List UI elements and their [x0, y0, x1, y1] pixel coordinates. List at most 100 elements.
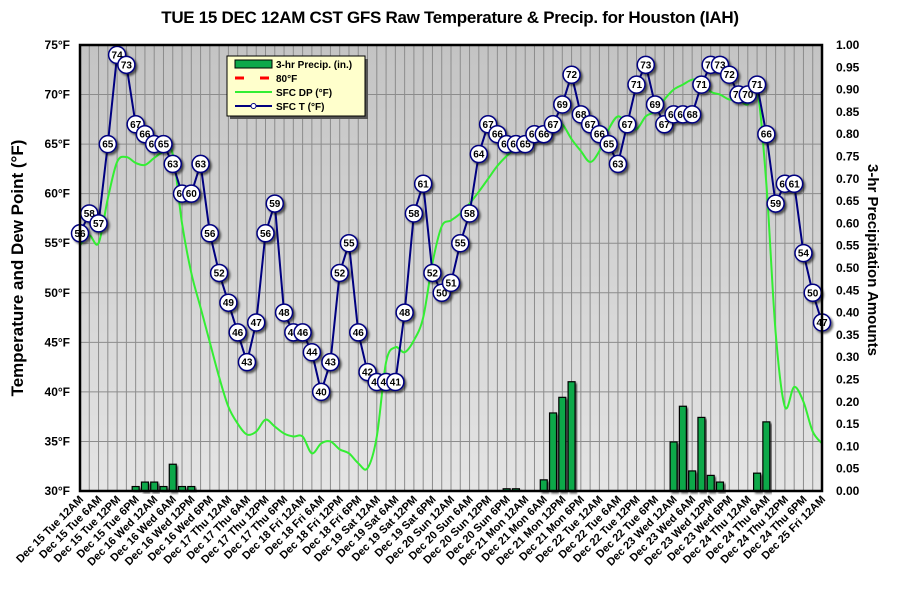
y2-tick-label: 0.10 — [836, 439, 860, 453]
temperature-marker — [423, 263, 442, 283]
temperature-data-label: 66 — [139, 130, 151, 141]
temperature-point: 43 — [237, 352, 257, 372]
temperature-data-label: 49 — [223, 298, 235, 309]
temperature-marker — [237, 352, 257, 372]
temperature-marker — [182, 184, 201, 203]
y2-tick-label: 0.80 — [836, 127, 860, 141]
temperature-data-label: 58 — [464, 209, 476, 220]
temperature-point: 58 — [460, 204, 479, 223]
temperature-point: 57 — [89, 214, 108, 233]
temperature-data-label: 67 — [130, 120, 142, 131]
temperature-point: 46 — [349, 323, 368, 342]
temperature-marker — [784, 174, 804, 194]
temperature-data-label: 71 — [752, 80, 764, 91]
vertical-gridlines — [88, 45, 814, 491]
temperature-point: 52 — [423, 263, 442, 283]
temperature-point: 49 — [219, 293, 238, 312]
temperature-data-label: 40 — [316, 387, 328, 398]
temperature-marker — [265, 194, 285, 213]
temperature-point: 68 — [682, 105, 702, 124]
temperature-point: 59 — [265, 194, 285, 213]
temperature-marker — [599, 134, 618, 154]
y2-tick-label: 0.30 — [836, 350, 860, 364]
temperature-point: 56 — [200, 224, 220, 243]
y-axis-right-label: 3-hr Precipitation Amounts — [864, 164, 881, 356]
temperature-marker — [692, 75, 711, 94]
y-tick-label: 45°F — [45, 335, 70, 349]
temperature-point: 60 — [182, 184, 201, 203]
temperature-point: 63 — [163, 154, 182, 174]
temperature-marker — [682, 105, 702, 124]
temperature-marker — [349, 323, 368, 342]
temperature-marker — [451, 233, 470, 253]
temperature-marker — [330, 263, 349, 283]
temperature-point: 40 — [311, 382, 331, 402]
temperature-data-label: 46 — [353, 328, 365, 339]
temperature-point: 55 — [451, 233, 470, 253]
y2-tick-label: 0.05 — [836, 462, 860, 476]
legend-label: 80°F — [276, 74, 297, 85]
temperature-data-label: 63 — [612, 159, 624, 170]
temperature-data-label: 52 — [334, 268, 346, 279]
temperature-marker — [617, 115, 637, 134]
y2-tick-label: 0.90 — [836, 83, 860, 97]
y-tick-label: 35°F — [45, 434, 70, 448]
temperature-data-label: 42 — [362, 368, 374, 379]
temperature-data-label: 66 — [594, 130, 606, 141]
temperature-marker — [562, 65, 581, 84]
temperature-marker — [395, 303, 414, 322]
temperature-marker — [404, 204, 424, 223]
temperature-marker — [645, 95, 665, 114]
temperature-data-label: 43 — [241, 358, 253, 369]
temperature-marker — [154, 134, 173, 154]
temperature-point: 65 — [154, 134, 173, 154]
y2-tick-label: 0.55 — [836, 239, 860, 253]
temperature-marker — [209, 263, 229, 283]
y-tick-label: 75°F — [45, 38, 70, 52]
temperature-point: 64 — [469, 144, 489, 164]
y-tick-label: 50°F — [45, 286, 70, 300]
temperature-data-label: 73 — [714, 60, 726, 71]
legend-swatch-precip — [234, 59, 273, 69]
precip-bar — [150, 481, 159, 492]
y2-tick-label: 0.70 — [836, 172, 860, 186]
temperature-data-label: 68 — [687, 110, 699, 121]
precip-bar — [567, 381, 576, 492]
temperature-marker — [386, 372, 405, 392]
y2-tick-label: 0.25 — [836, 373, 860, 387]
temperature-data-label: 44 — [306, 348, 318, 359]
temperature-data-label: 65 — [520, 140, 532, 151]
legend-marker-temperature — [250, 103, 257, 109]
temperature-data-label: 73 — [640, 60, 652, 71]
y2-tick-label: 0.20 — [836, 395, 860, 409]
temperature-marker — [228, 323, 247, 342]
temperature-data-label: 56 — [260, 229, 272, 240]
temperature-data-label: 67 — [585, 120, 597, 131]
temperature-marker — [636, 55, 656, 75]
y2-tick-label: 0.50 — [836, 261, 860, 275]
temperature-data-label: 68 — [575, 110, 587, 121]
temperature-point: 44 — [302, 342, 322, 362]
temperature-data-label: 66 — [492, 130, 504, 141]
temperature-marker — [413, 174, 433, 194]
temperature-point: 73 — [117, 55, 136, 75]
temperature-marker — [747, 75, 767, 94]
precip-bar — [140, 481, 150, 492]
temperature-data-label: 61 — [789, 179, 801, 190]
y-axis-right-ticks: 0.00 0.05 0.10 0.15 0.20 0.25 0.30 0.35 0.40 0.45… — [836, 38, 860, 498]
temperature-marker — [460, 204, 479, 223]
temperature-marker — [627, 75, 646, 94]
y2-tick-label: 0.85 — [836, 105, 860, 119]
temperature-point: 69 — [645, 95, 665, 114]
temperature-data-label: 59 — [269, 199, 281, 210]
temperature-marker — [117, 55, 136, 75]
temperature-marker — [274, 303, 294, 322]
precip-bar — [168, 463, 177, 492]
precip-bar — [678, 405, 687, 492]
y-axis-left-label: Temperature and Dew Point (°F) — [8, 140, 27, 397]
y2-tick-label: 0.45 — [836, 283, 860, 297]
temperature-point: 54 — [794, 243, 813, 263]
temperature-data-label: 69 — [557, 100, 569, 111]
temperature-point: 46 — [228, 323, 247, 342]
temperature-point: 46 — [293, 323, 312, 342]
